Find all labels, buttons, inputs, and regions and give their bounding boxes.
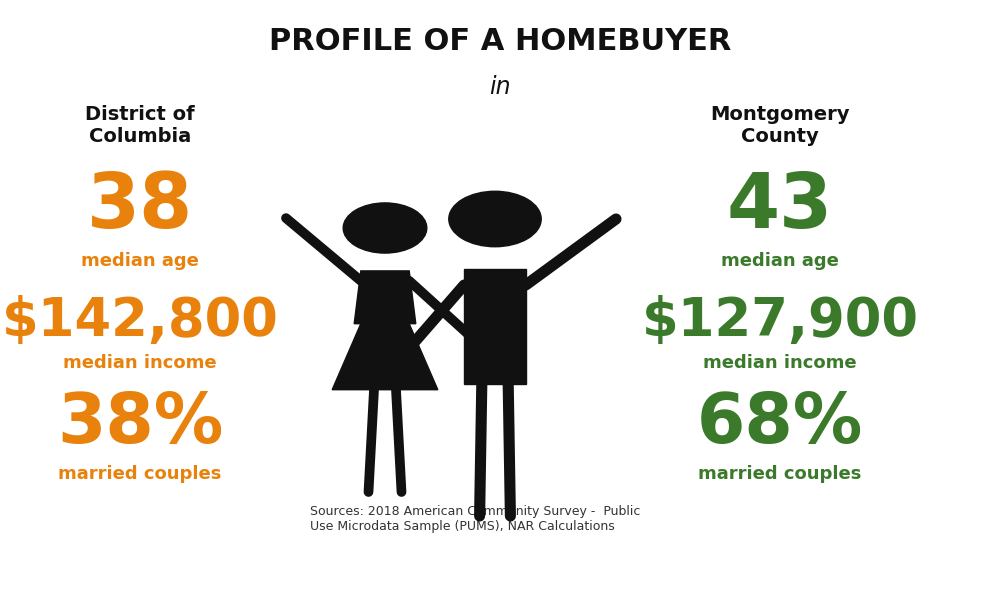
Text: 43: 43: [727, 170, 833, 244]
Text: in: in: [489, 75, 511, 99]
Polygon shape: [332, 324, 438, 390]
Text: Sources: 2018 American Community Survey -  Public
Use Microdata Sample (PUMS), N: Sources: 2018 American Community Survey …: [310, 505, 640, 533]
Text: married couples: married couples: [698, 465, 862, 483]
Text: 68%: 68%: [697, 389, 863, 457]
Text: married couples: married couples: [58, 465, 222, 483]
Text: PROFILE OF A HOMEBUYER: PROFILE OF A HOMEBUYER: [269, 28, 731, 56]
Text: District of
Columbia: District of Columbia: [85, 106, 195, 146]
Text: Montgomery
County: Montgomery County: [710, 106, 850, 146]
Text: median income: median income: [63, 354, 217, 372]
Text: $142,800: $142,800: [2, 295, 278, 347]
Circle shape: [343, 203, 427, 253]
Text: $127,900: $127,900: [642, 295, 918, 347]
Text: median age: median age: [81, 252, 199, 270]
Text: 38%: 38%: [57, 389, 223, 457]
Circle shape: [449, 191, 541, 247]
Polygon shape: [464, 269, 526, 384]
Polygon shape: [354, 271, 416, 324]
Text: median age: median age: [721, 252, 839, 270]
Text: 38: 38: [87, 170, 193, 244]
Text: median income: median income: [703, 354, 857, 372]
